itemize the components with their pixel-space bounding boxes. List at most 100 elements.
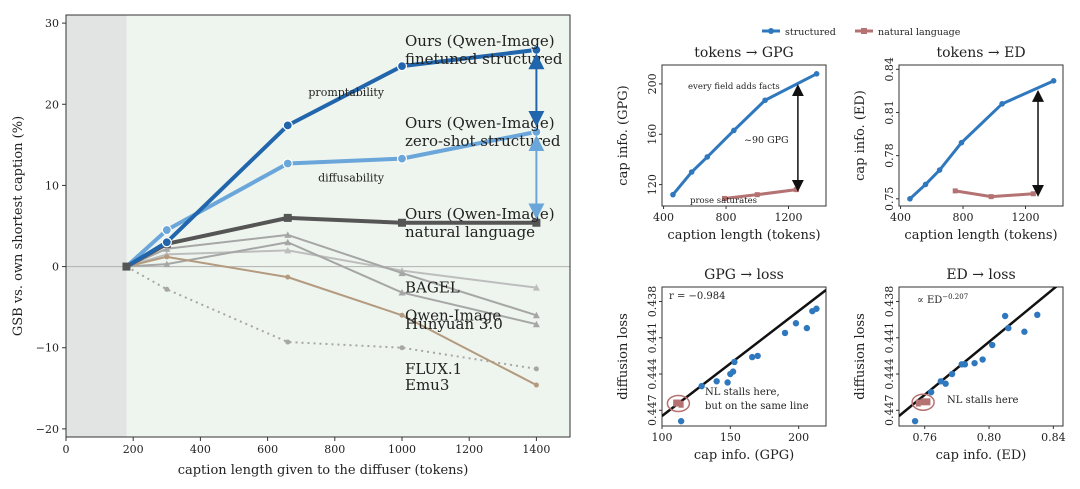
x-tick-label: 0.84: [1041, 431, 1066, 444]
series-label: Ours (Qwen-Image): [405, 114, 555, 132]
nl-highlight-ellipse: [666, 394, 691, 413]
data-point: [532, 218, 541, 227]
nl-note-line1: NL stalls here,: [705, 387, 780, 398]
legend-structured-marker: [768, 28, 774, 34]
data-point: [961, 361, 969, 368]
data-point: [754, 352, 761, 360]
y-tick-label: 30: [45, 17, 59, 30]
structured-point: [936, 167, 943, 173]
x-tick-label: 0: [63, 443, 70, 456]
data-point: [164, 286, 170, 292]
nl-point: [988, 194, 994, 200]
x-axis-label: caption length (tokens): [904, 228, 1057, 243]
fit-line: [662, 289, 826, 417]
nl-line: [954, 189, 1034, 199]
data-point: [731, 358, 738, 366]
x-tick-label: 200: [123, 443, 144, 456]
data-point: [1021, 328, 1028, 335]
nl-point: [1030, 191, 1036, 197]
data-point: [285, 339, 291, 345]
x-tick-label: 1200: [775, 211, 803, 224]
panel-tokens-ed: tokens → ED 400 800 1200 0.75 0.78 0.81 0.84 cap…: [853, 45, 1064, 243]
series-label: Hunyuan 3.0: [405, 315, 503, 333]
panel-title: tokens → ED: [936, 45, 1025, 61]
y-tick-label: 0.84: [883, 57, 896, 82]
data-point: [1034, 311, 1041, 318]
diffusability-label: diffusability: [318, 171, 385, 184]
data-point: [164, 254, 170, 260]
data-point: [399, 345, 405, 351]
annotation-gap: ~90 GPG: [744, 135, 789, 146]
legend-structured-label: structured: [785, 27, 836, 38]
y-tick-label: −10: [36, 342, 59, 355]
structured-point: [813, 71, 820, 77]
data-point: [398, 269, 406, 277]
x-tick-label: 800: [953, 211, 974, 224]
series-label: Ours (Qwen-Image): [405, 205, 555, 223]
data-point: [396, 61, 408, 72]
y-axis-label: diffusion loss: [616, 313, 631, 400]
nl-point: [675, 399, 681, 407]
data-point: [948, 370, 956, 378]
series-label: finetuned structured: [405, 50, 563, 68]
data-point: [713, 378, 720, 385]
data-point: [989, 341, 996, 349]
x-tick-label: 150: [720, 431, 741, 444]
y-tick-label: 0: [52, 261, 59, 274]
series-label: Ours (Qwen-Image): [405, 32, 555, 50]
nl-point: [678, 400, 684, 408]
y-tick-label: 0.438: [883, 286, 896, 318]
data-point: [533, 382, 539, 388]
y-tick-label: 0.81: [883, 100, 896, 125]
y-tick-label: −20: [36, 423, 59, 436]
nl-point: [793, 187, 799, 193]
data-point: [285, 274, 291, 280]
data-point: [813, 305, 820, 312]
y-tick-label: 20: [45, 98, 59, 111]
structured-point: [704, 154, 711, 160]
series-label: Qwen-Image: [405, 306, 501, 324]
panel-title: GPG → loss: [704, 267, 784, 283]
structured-line: [908, 79, 1055, 200]
nl-point: [920, 398, 926, 406]
x-tick-label: 0.80: [977, 431, 1002, 444]
data-point: [729, 368, 737, 375]
structured-point: [670, 191, 676, 198]
data-point: [284, 246, 292, 254]
panel-title: tokens → GPG: [694, 45, 793, 61]
x-tick-label: 800: [324, 443, 345, 456]
x-tick-label: 600: [257, 443, 278, 456]
x-axis-label: cap info. (ED): [936, 448, 1027, 463]
structured-point: [999, 101, 1005, 107]
data-point: [283, 213, 292, 222]
nl-highlight-ellipse: [911, 393, 935, 411]
x-tick-label: 400: [890, 211, 911, 224]
x-tick-label: 200: [788, 431, 809, 444]
series-label: zero-shot structured: [405, 132, 561, 150]
x-axis-label: caption length (tokens): [667, 228, 820, 243]
nl-note: NL stalls here: [947, 395, 1019, 406]
panel-frame: [898, 286, 1064, 427]
data-point: [927, 388, 935, 396]
y-tick-label: 0.78: [883, 143, 896, 168]
x-tick-label: 1000: [388, 443, 416, 456]
data-point: [911, 417, 919, 425]
nl-point: [721, 195, 727, 201]
panel-frame: [661, 64, 827, 207]
series-label: Emu3: [405, 376, 449, 394]
y-tick-label: 0.441: [883, 322, 896, 354]
power-law-label: ∝ ED−0.207: [917, 293, 968, 306]
y-axis-label: diffusion loss: [853, 313, 868, 400]
data-point: [396, 153, 408, 164]
legend-nl-label: natural language: [878, 27, 961, 38]
data-point: [1005, 324, 1012, 332]
data-point: [942, 380, 949, 387]
x-tick-label: 0.76: [912, 431, 937, 444]
fit-line: [899, 287, 1058, 417]
legend-nl-marker: [861, 28, 867, 34]
data-point: [698, 382, 705, 390]
data-point: [163, 245, 171, 252]
panel-frame: [898, 64, 1064, 207]
x-tick-label: 1400: [522, 443, 550, 456]
